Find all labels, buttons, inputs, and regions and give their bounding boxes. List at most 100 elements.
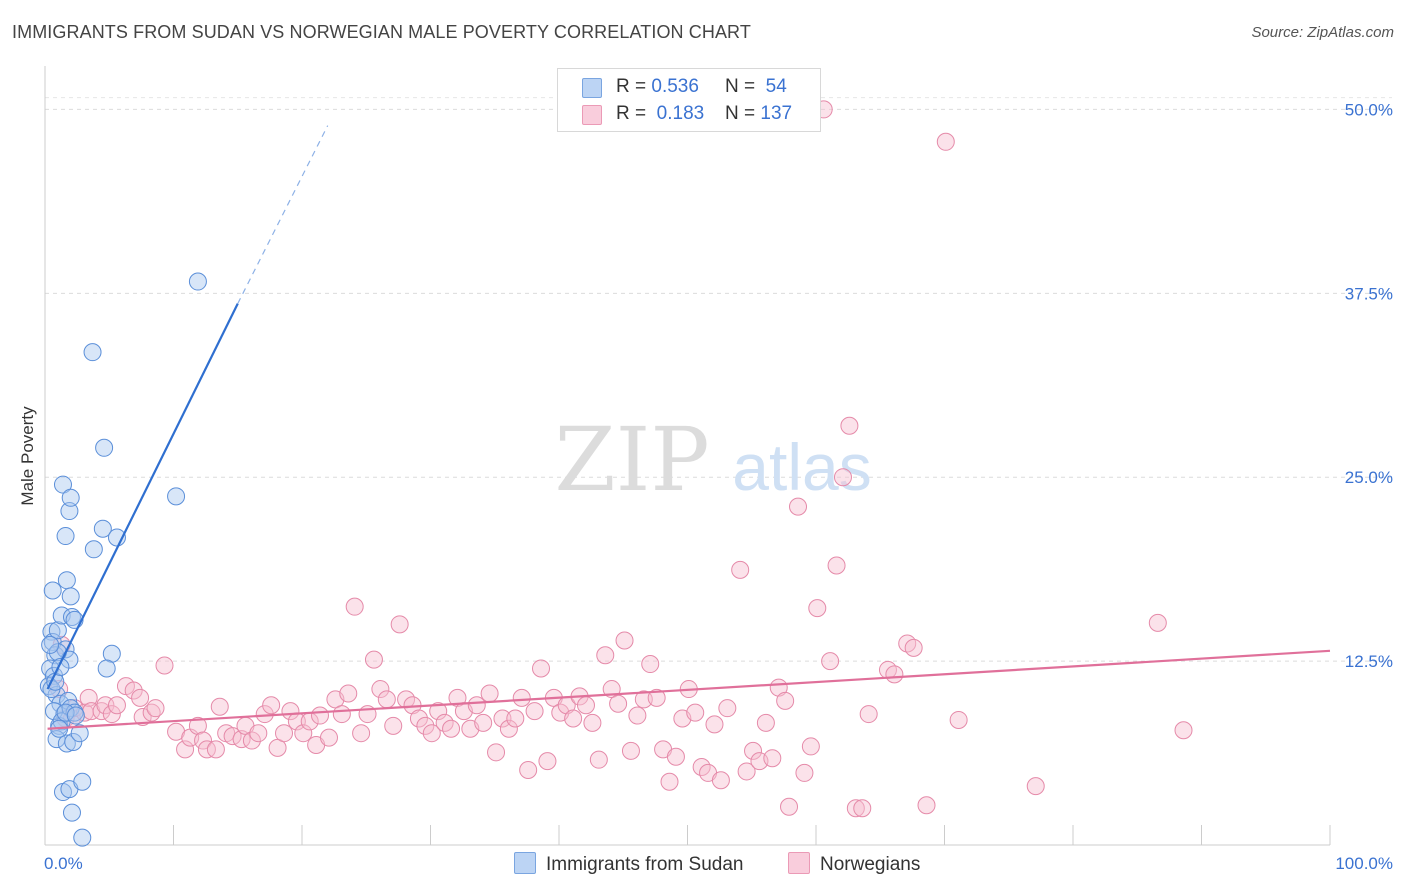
watermark: ZIP atlas: [554, 408, 871, 511]
sudan-point: [59, 691, 78, 710]
norwegians-point: [155, 656, 174, 675]
legend-swatch-sudan: [582, 78, 602, 98]
norwegians-point: [102, 705, 121, 724]
sudan-point: [83, 343, 102, 362]
norwegians-point: [319, 728, 338, 747]
x-tick-label-max: 100.0%: [1335, 854, 1393, 873]
sudan-point: [60, 502, 79, 521]
norwegians-point: [352, 724, 371, 743]
bottom-legend-swatch-norwegians: [788, 852, 810, 874]
legend-r-value-norwegians: 0.183: [656, 103, 705, 124]
norwegians-point: [176, 740, 195, 759]
norwegians-point: [79, 688, 98, 707]
sudan-point: [73, 772, 92, 791]
legend-r-value-sudan: 0.536: [651, 76, 699, 97]
norwegians-point: [499, 719, 518, 738]
legend-r-label: R =: [616, 76, 647, 97]
norwegians-point: [615, 631, 634, 650]
sudan-point: [53, 475, 72, 494]
norwegians-point: [332, 705, 351, 724]
norwegians-point: [846, 799, 865, 818]
sudan-point: [84, 540, 103, 559]
sudan-point: [66, 706, 85, 725]
norwegians-point: [833, 468, 852, 487]
sudan-point: [188, 272, 207, 291]
y-tick-label: 25.0%: [1345, 468, 1393, 487]
sudan-point: [44, 702, 63, 721]
norwegians-point: [371, 680, 390, 699]
norwegians-point: [493, 709, 512, 728]
norwegians-point: [442, 719, 461, 738]
norwegians-point: [206, 740, 225, 759]
norwegians-point: [416, 716, 435, 735]
grid-lines: [45, 97, 1392, 662]
norwegians-point: [808, 599, 827, 618]
norwegians-point: [133, 708, 152, 727]
norwegians-point: [1148, 613, 1167, 632]
norwegians-point: [422, 724, 441, 743]
sudan-point: [57, 734, 76, 753]
norwegians-point: [364, 650, 383, 669]
sudan-point: [62, 607, 81, 626]
norwegians-point: [763, 749, 782, 768]
norwegians-point: [859, 705, 878, 724]
sudan-point: [167, 487, 186, 506]
legend-n-label: N =: [725, 103, 756, 124]
norwegians-point: [840, 416, 859, 435]
sudan-point: [56, 527, 75, 546]
norwegians-point: [249, 724, 268, 743]
norwegians-point: [525, 702, 544, 721]
y-tick-label: 37.5%: [1345, 284, 1393, 303]
sudan-point: [41, 635, 60, 654]
watermark-zip: ZIP: [554, 408, 709, 511]
norwegians-point: [621, 741, 640, 760]
tick-labels: 12.5% 25.0% 37.5% 50.0% 0.0% 100.0%: [44, 100, 1393, 873]
norwegians-point: [801, 737, 820, 756]
norwegians-point: [467, 696, 486, 715]
norwegians-point: [583, 713, 602, 732]
norwegians-point: [827, 556, 846, 575]
norwegians-point: [564, 709, 583, 728]
norwegians-point: [506, 709, 525, 728]
norwegians-point: [294, 724, 313, 743]
norwegians-point: [596, 646, 615, 665]
norwegians-point: [660, 772, 679, 791]
norwegians-point: [131, 688, 150, 707]
sudan-point: [48, 621, 67, 640]
bottom-legend-label-norwegians: Norwegians: [820, 854, 921, 875]
norwegians-point: [194, 731, 213, 750]
sudan-point: [43, 581, 62, 600]
norwegians-point: [589, 750, 608, 769]
chart-title: IMMIGRANTS FROM SUDAN VS NORWEGIAN MALE …: [12, 22, 751, 42]
bottom-legend-label-sudan: Immigrants from Sudan: [546, 854, 744, 875]
norwegians-point: [789, 497, 808, 516]
norwegians-point: [780, 797, 799, 816]
norwegians-point: [756, 713, 775, 732]
bottom-legend-sudan: Immigrants from Sudan: [514, 852, 743, 876]
legend-n-label: N =: [725, 76, 756, 97]
sudan-point: [64, 733, 83, 752]
norwegians-point: [480, 684, 499, 703]
norwegians-point: [576, 696, 595, 715]
legend: R = 0.536 N = 54 R = 0.183 N = 137: [557, 68, 821, 132]
norwegians-point: [281, 702, 300, 721]
norwegians-point: [538, 752, 557, 771]
norwegians-point: [949, 710, 968, 729]
norwegians-point: [262, 696, 281, 715]
norwegians-point: [641, 655, 660, 674]
sudan-point: [97, 659, 116, 678]
sudan-trend-line: [46, 303, 239, 690]
norwegians-point: [275, 724, 294, 743]
norwegians-point: [409, 709, 428, 728]
norwegians-point: [705, 715, 724, 734]
norwegians-point: [609, 694, 628, 713]
norwegians-point: [242, 731, 261, 750]
sudan-point: [73, 828, 92, 847]
norwegians-point: [377, 690, 396, 709]
norwegians-point: [390, 615, 409, 634]
y-axis-label: Male Poverty: [18, 406, 37, 506]
bottom-legend-swatch-sudan: [514, 852, 536, 874]
norwegians-point: [146, 699, 165, 718]
norwegians-point: [737, 762, 756, 781]
